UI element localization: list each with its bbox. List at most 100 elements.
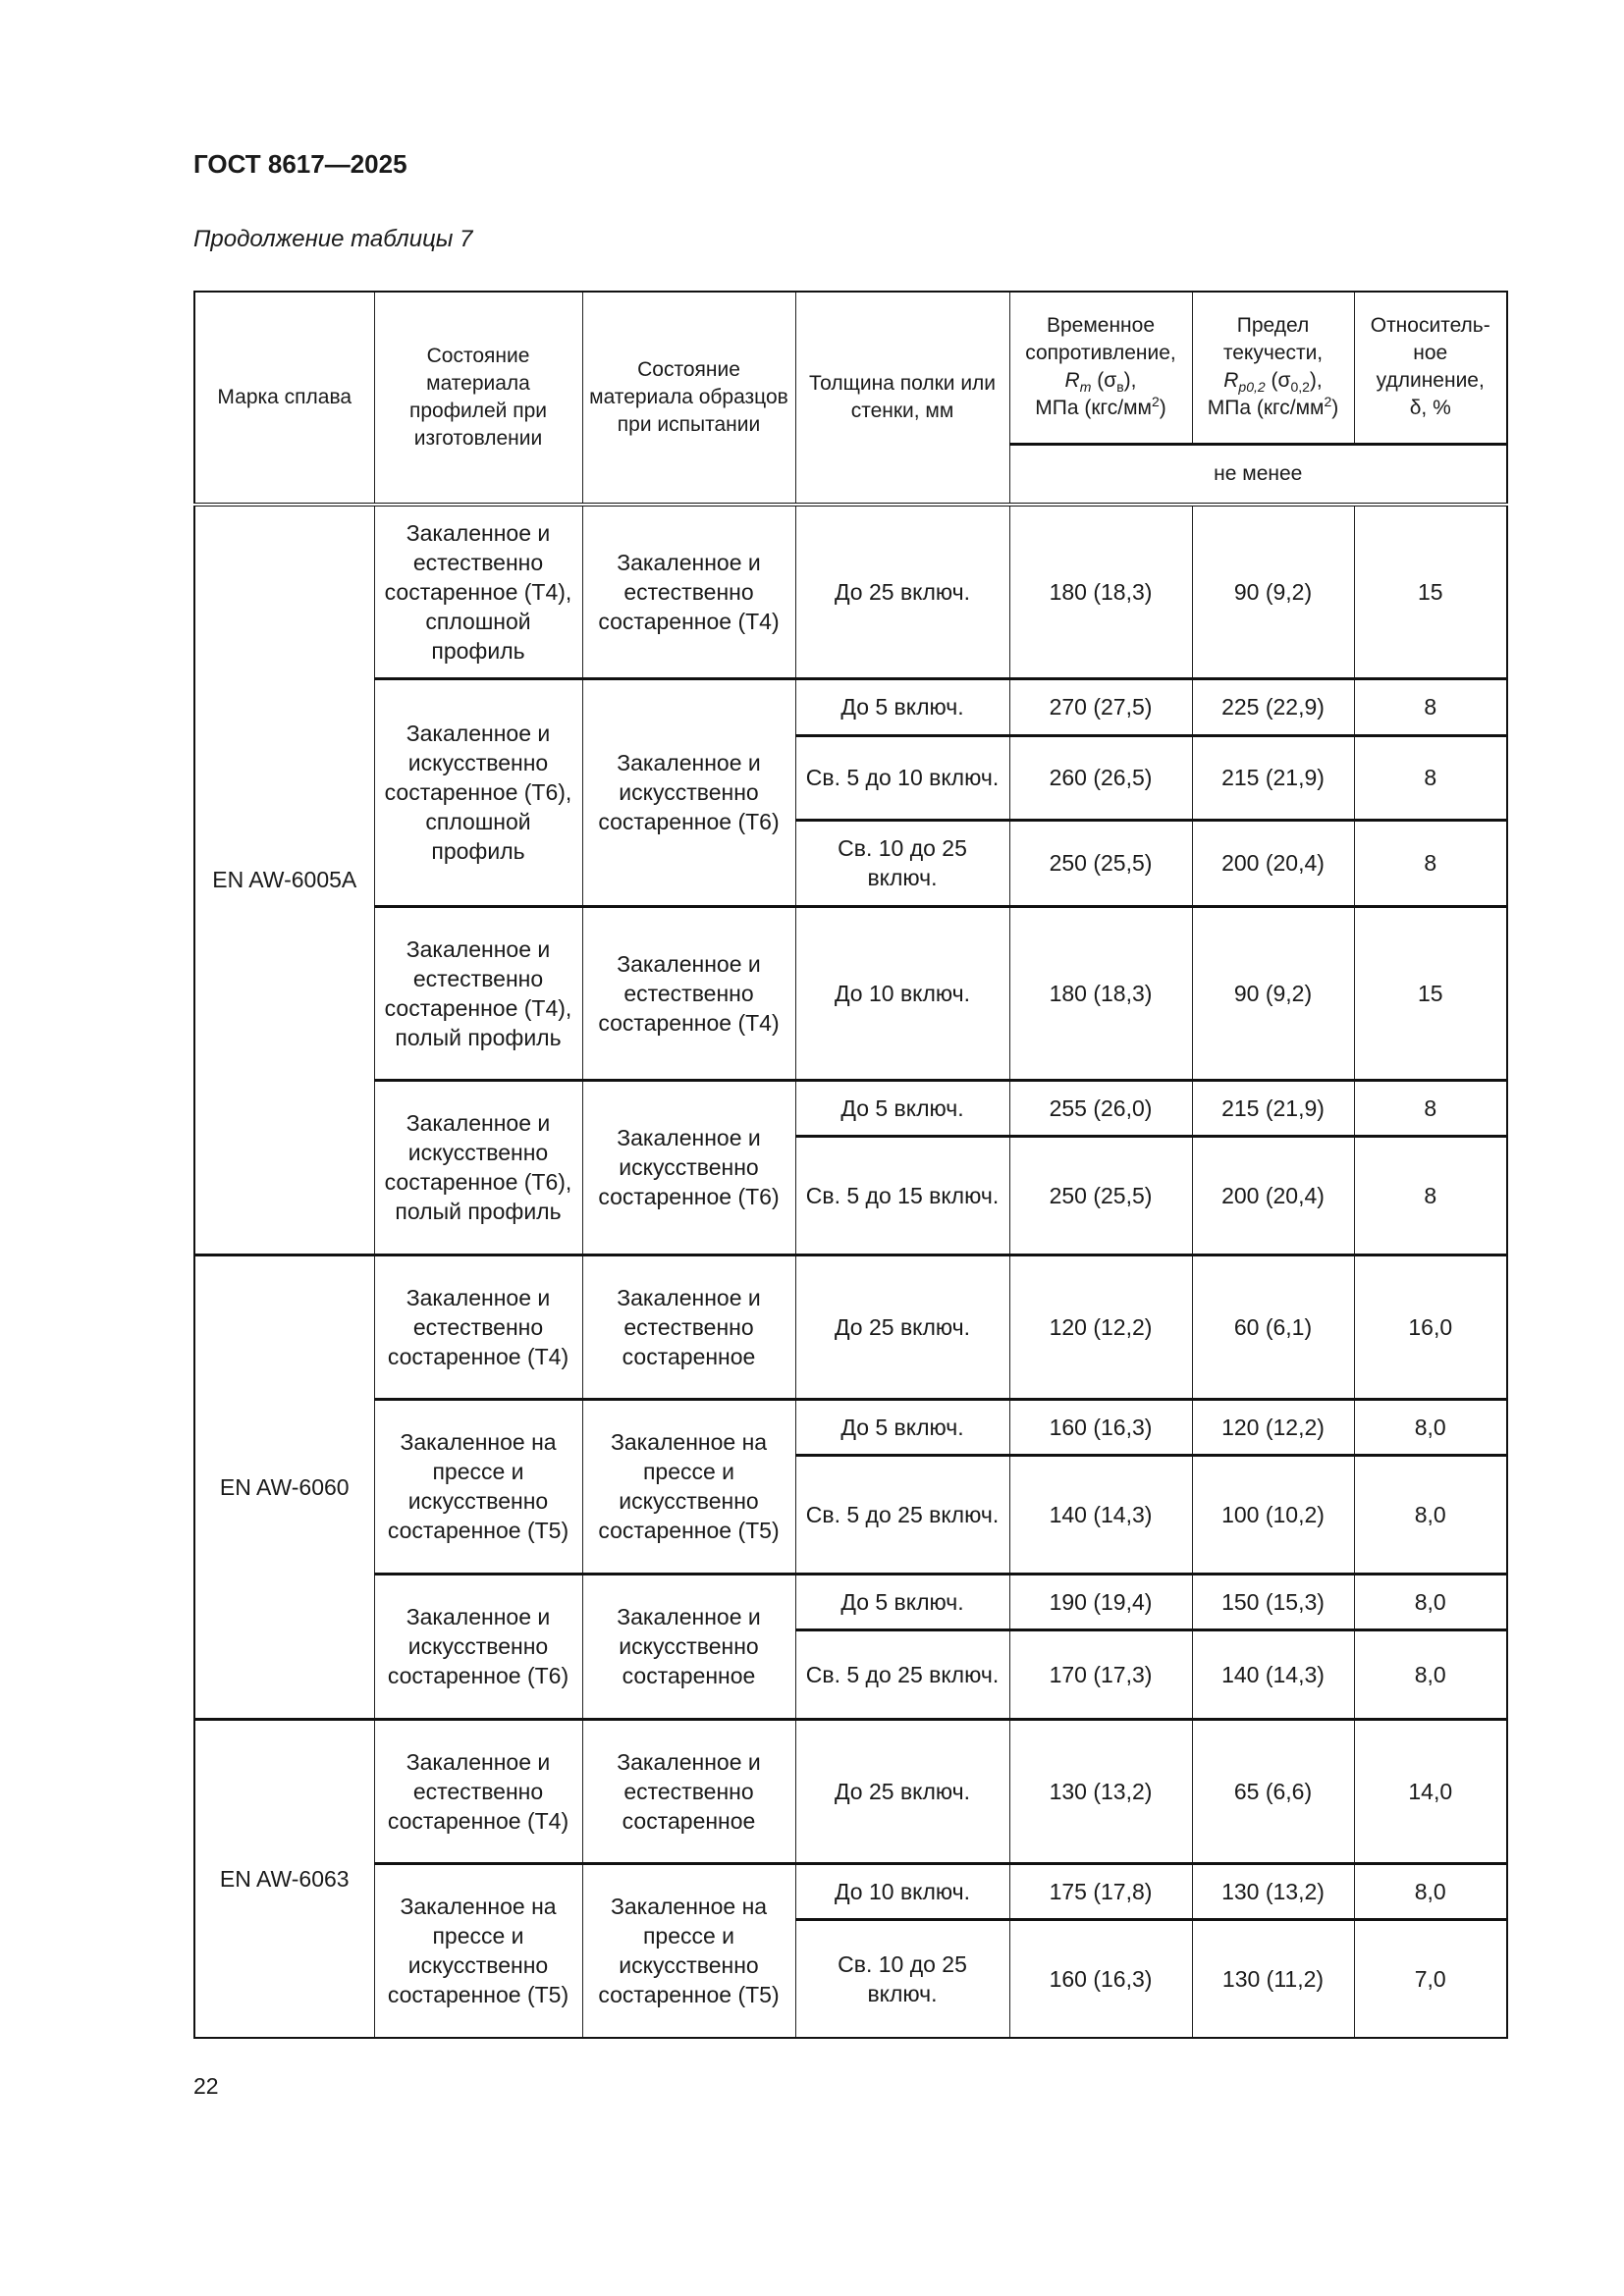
- elongation-cell: 8,0: [1353, 1861, 1508, 1920]
- elongation-cell: 8: [1353, 1134, 1508, 1255]
- profile-state-cell: Закаленное и искусственно состаренное (Т…: [373, 1078, 583, 1255]
- tensile-strength-cell: 160 (16,3): [1008, 1397, 1193, 1456]
- elongation-cell: 16,0: [1353, 1253, 1508, 1400]
- table-row: EN AW-6005A Закаленное и естественно сост…: [193, 503, 1508, 1255]
- profile-state-cell: Закаленное и искусственно состаренное (Т…: [373, 676, 583, 907]
- table-row: Св. 5 до 10 включ. 260 (26,5) 215 (21,9) 8: [194, 733, 1508, 821]
- tensile-strength-cell: 260 (26,5): [1008, 733, 1193, 821]
- elongation-cell: 8: [1353, 676, 1508, 736]
- profile-state-cell: Закаленное на прессе и искусственно сост…: [373, 1397, 583, 1575]
- header-sample-state: Состояние материала образцов при испытан…: [581, 291, 796, 506]
- thickness-cell: До 25 включ.: [794, 503, 1010, 679]
- table-row: Св. 5 до 25 включ. 140 (14,3) 100 (10,2) 8,…: [194, 1453, 1508, 1575]
- document-title: ГОСТ 8617—2025: [193, 149, 407, 179]
- thickness-cell: Св. 5 до 25 включ.: [794, 1453, 1010, 1575]
- elongation-cell: 8,0: [1353, 1397, 1508, 1456]
- profile-state-cell: Закаленное и искусственно состаренное (Т…: [373, 1572, 583, 1720]
- tensile-strength-cell: 180 (18,3): [1008, 904, 1193, 1081]
- table-row: Закаленное и естественно состаренное (Т4…: [194, 904, 1508, 1081]
- yield-strength-cell: 225 (22,9): [1191, 676, 1355, 736]
- thickness-cell: До 5 включ.: [794, 1078, 1010, 1137]
- yield-strength-cell: 140 (14,3): [1191, 1628, 1355, 1720]
- elongation-cell: 8,0: [1353, 1572, 1508, 1630]
- tensile-strength-cell: 190 (19,4): [1008, 1572, 1193, 1630]
- thickness-cell: До 5 включ.: [794, 676, 1010, 736]
- table-row: Закаленное на прессе и искусственно сост…: [194, 1861, 1508, 2039]
- yield-strength-cell: 90 (9,2): [1191, 904, 1355, 1081]
- tensile-strength-cell: 255 (26,0): [1008, 1078, 1193, 1137]
- thickness-cell: До 25 включ.: [794, 1253, 1010, 1400]
- table-row: Закаленное и искусственно состаренное (Т…: [194, 1078, 1508, 1255]
- unit: ): [1331, 397, 1339, 420]
- sample-state-cell: Закаленное и искусственно состаренное (Т…: [581, 676, 796, 907]
- yield-strength-cell: 215 (21,9): [1191, 733, 1355, 821]
- profile-state-cell: Закаленное и естественно состаренное (Т4…: [373, 1717, 583, 1864]
- table-row: Св. 5 до 25 включ. 170 (17,3) 140 (14,3) 8,…: [194, 1628, 1508, 1720]
- sample-state-cell: Закаленное на прессе и искусственно сост…: [581, 1397, 796, 1575]
- elongation-cell: 8,0: [1353, 1453, 1508, 1575]
- header-text: Относитель-ное удлинение,: [1370, 314, 1490, 393]
- table-body: EN AW-6005A Закаленное и естественно сост…: [193, 503, 1508, 2039]
- superscript: 2: [1324, 394, 1332, 410]
- elongation-cell: 14,0: [1353, 1717, 1508, 1864]
- table-row: Закаленное на прессе и искусственно сост…: [194, 1397, 1508, 1575]
- yield-strength-cell: 90 (9,2): [1191, 503, 1355, 679]
- tensile-strength-cell: 175 (17,8): [1008, 1861, 1193, 1920]
- symbol: R: [1223, 369, 1239, 393]
- unit: МПа (кгс/мм: [1035, 397, 1152, 420]
- yield-strength-cell: 65 (6,6): [1191, 1717, 1355, 1864]
- thickness-cell: До 5 включ.: [794, 1397, 1010, 1456]
- thickness-cell: Св. 5 до 25 включ.: [794, 1628, 1010, 1720]
- alloy-cell: EN AW-6005A: [193, 503, 375, 1255]
- yield-strength-cell: 120 (12,2): [1191, 1397, 1355, 1456]
- profile-state-cell: Закаленное и естественно состаренное (Т4…: [373, 1253, 583, 1400]
- table-row: EN AW-6063 Закаленное и естественно соста…: [193, 1717, 1508, 2039]
- symbol: δ, %: [1409, 397, 1451, 420]
- yield-strength-cell: 60 (6,1): [1191, 1253, 1355, 1400]
- header-thickness: Толщина полки или стенки, мм: [794, 291, 1010, 506]
- tensile-strength-cell: 140 (14,3): [1008, 1453, 1193, 1575]
- sample-state-cell: Закаленное и естественно состаренное (Т4…: [581, 503, 796, 679]
- tensile-strength-cell: 250 (25,5): [1008, 818, 1193, 907]
- table-row: Закаленное и искусственно состаренное (Т…: [194, 1572, 1508, 1720]
- subscript: 0,2: [1290, 379, 1310, 396]
- subscript: p0,2: [1238, 379, 1266, 396]
- tensile-strength-cell: 250 (25,5): [1008, 1134, 1193, 1255]
- header-profile-state: Состояние материала профилей при изготов…: [373, 291, 583, 506]
- elongation-cell: 8: [1353, 733, 1508, 821]
- sample-state-cell: Закаленное и искусственно состаренное: [581, 1572, 796, 1720]
- tensile-strength-cell: 120 (12,2): [1008, 1253, 1193, 1400]
- page-number: 22: [193, 2073, 219, 2099]
- symbol: σ: [1104, 369, 1117, 393]
- yield-strength-cell: 200 (20,4): [1191, 1134, 1355, 1255]
- header-text: Предел текучести,: [1222, 314, 1324, 365]
- elongation-cell: 8: [1353, 818, 1508, 907]
- yield-strength-cell: 100 (10,2): [1191, 1453, 1355, 1575]
- yield-strength-cell: 130 (11,2): [1191, 1917, 1355, 2039]
- tensile-strength-cell: 130 (13,2): [1008, 1717, 1193, 1864]
- sample-state-cell: Закаленное и естественно состаренное (Т4…: [581, 904, 796, 1081]
- tensile-strength-cell: 270 (27,5): [1008, 676, 1193, 736]
- elongation-cell: 8,0: [1353, 1628, 1508, 1720]
- header-min-note: не менее: [1008, 442, 1508, 506]
- header-yield-strength: Предел текучести, Rp0,2 (σ0,2), МПа (кгс…: [1191, 291, 1355, 445]
- elongation-cell: 7,0: [1353, 1917, 1508, 2039]
- thickness-cell: До 10 включ.: [794, 1861, 1010, 1920]
- mechanical-properties-table: Марка сплава Состояние материала профиле…: [193, 291, 1508, 2039]
- sample-state-cell: Закаленное и естественно состаренное: [581, 1717, 796, 1864]
- elongation-cell: 15: [1353, 904, 1508, 1081]
- sample-state-cell: Закаленное и естественно состаренное: [581, 1253, 796, 1400]
- thickness-cell: До 25 включ.: [794, 1717, 1010, 1864]
- table-continuation-caption: Продолжение таблицы 7: [193, 226, 473, 252]
- elongation-cell: 15: [1353, 503, 1508, 679]
- symbol: σ: [1277, 369, 1291, 393]
- alloy-cell: EN AW-6063: [193, 1717, 375, 2039]
- table-row: EN AW-6060 Закаленное и естественно соста…: [193, 1253, 1508, 1720]
- unit: ): [1159, 397, 1166, 420]
- thickness-cell: До 10 включ.: [794, 904, 1010, 1081]
- subscript: m: [1079, 379, 1092, 396]
- tensile-strength-cell: 160 (16,3): [1008, 1917, 1193, 2039]
- tensile-strength-cell: 170 (17,3): [1008, 1628, 1193, 1720]
- table-row: Св. 10 до 25 включ. 160 (16,3) 130 (11,2) 7…: [194, 1917, 1508, 2039]
- header-tensile-strength: Временное сопротивление, Rm (σв), МПа (к…: [1008, 291, 1193, 445]
